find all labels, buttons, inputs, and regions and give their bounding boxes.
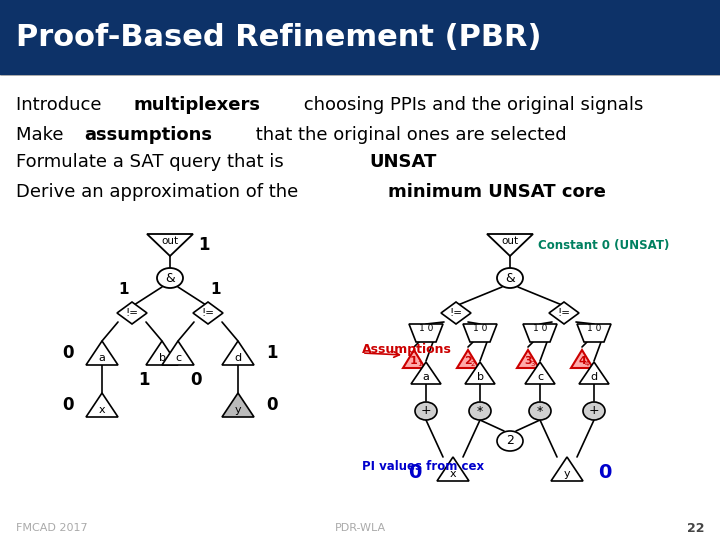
Text: y: y: [235, 405, 241, 415]
Text: x: x: [450, 469, 456, 479]
Text: a: a: [99, 353, 105, 363]
Text: minimum UNSAT core: minimum UNSAT core: [387, 183, 606, 201]
Polygon shape: [162, 341, 194, 365]
Text: b: b: [158, 353, 166, 363]
Polygon shape: [463, 324, 497, 342]
Polygon shape: [525, 362, 555, 384]
Text: Constant 0 (UNSAT): Constant 0 (UNSAT): [538, 239, 670, 252]
Text: 0: 0: [408, 463, 422, 483]
Text: *: *: [477, 404, 483, 417]
Text: Introduce: Introduce: [16, 96, 107, 114]
Text: FMCAD 2017: FMCAD 2017: [16, 523, 88, 533]
Text: !=: !=: [557, 308, 570, 318]
Text: +: +: [420, 404, 431, 417]
Text: d: d: [590, 373, 598, 382]
Text: 0: 0: [190, 371, 202, 389]
Text: Derive an approximation of the: Derive an approximation of the: [16, 183, 304, 201]
Text: 0: 0: [266, 396, 278, 414]
Text: 1: 1: [410, 356, 418, 366]
Text: multiplexers: multiplexers: [134, 96, 261, 114]
Polygon shape: [577, 324, 611, 342]
Text: Proof-Based Refinement (PBR): Proof-Based Refinement (PBR): [16, 24, 541, 52]
Text: choosing PPIs and the original signals: choosing PPIs and the original signals: [297, 96, 643, 114]
Text: 1: 1: [138, 371, 150, 389]
Text: Formulate a SAT query that is: Formulate a SAT query that is: [16, 153, 289, 171]
Text: PI values from cex: PI values from cex: [362, 461, 484, 474]
Polygon shape: [117, 302, 147, 324]
Text: 1: 1: [266, 344, 278, 362]
Text: *: *: [537, 404, 543, 417]
Text: d: d: [235, 353, 242, 363]
Text: UNSAT: UNSAT: [369, 153, 436, 171]
Polygon shape: [222, 393, 254, 417]
Polygon shape: [403, 350, 425, 368]
Ellipse shape: [529, 402, 551, 420]
Ellipse shape: [583, 402, 605, 420]
Text: out: out: [501, 237, 518, 246]
Text: c: c: [175, 353, 181, 363]
Text: 1: 1: [119, 282, 130, 298]
Text: 1: 1: [211, 282, 221, 298]
Ellipse shape: [497, 268, 523, 288]
Text: 2: 2: [471, 361, 475, 367]
Text: 4: 4: [578, 356, 586, 366]
Polygon shape: [487, 234, 533, 256]
Text: 0: 0: [62, 396, 73, 414]
Polygon shape: [549, 302, 579, 324]
Polygon shape: [411, 362, 441, 384]
Polygon shape: [551, 457, 583, 481]
Text: c: c: [537, 373, 543, 382]
Text: 1 0: 1 0: [533, 324, 547, 333]
Polygon shape: [571, 350, 593, 368]
Polygon shape: [222, 341, 254, 365]
Bar: [0, 0, 720, 75]
Polygon shape: [86, 341, 118, 365]
Ellipse shape: [415, 402, 437, 420]
Text: !=: !=: [202, 308, 215, 318]
Ellipse shape: [497, 431, 523, 451]
Text: Assumptions: Assumptions: [362, 342, 452, 355]
Text: that the original ones are selected: that the original ones are selected: [250, 126, 567, 144]
Text: 1: 1: [198, 236, 210, 254]
Polygon shape: [523, 324, 557, 342]
Text: 1 0: 1 0: [473, 324, 487, 333]
Text: out: out: [161, 237, 179, 246]
Text: 1: 1: [417, 361, 421, 367]
Text: 0: 0: [598, 463, 612, 483]
Polygon shape: [579, 362, 609, 384]
Text: 22: 22: [686, 522, 704, 535]
Text: 4: 4: [585, 361, 589, 367]
Text: !=: !=: [449, 308, 462, 318]
Polygon shape: [465, 362, 495, 384]
Text: !=: !=: [125, 308, 138, 318]
Text: y: y: [564, 469, 570, 479]
Text: &: &: [505, 272, 515, 285]
Text: a: a: [423, 373, 429, 382]
Text: 3: 3: [531, 361, 535, 367]
Text: 2: 2: [464, 356, 472, 366]
Text: assumptions: assumptions: [85, 126, 212, 144]
Text: 3: 3: [524, 356, 532, 366]
Text: PDR-WLA: PDR-WLA: [334, 523, 386, 533]
Polygon shape: [409, 324, 443, 342]
Polygon shape: [457, 350, 479, 368]
Text: +: +: [589, 404, 599, 417]
Polygon shape: [147, 234, 193, 256]
Polygon shape: [437, 457, 469, 481]
Polygon shape: [86, 393, 118, 417]
Text: Make: Make: [16, 126, 69, 144]
Text: 0: 0: [62, 344, 73, 362]
Polygon shape: [193, 302, 223, 324]
Text: 1 0: 1 0: [587, 324, 601, 333]
Ellipse shape: [157, 268, 183, 288]
Ellipse shape: [469, 402, 491, 420]
Text: 1 0: 1 0: [419, 324, 433, 333]
Text: b: b: [477, 373, 484, 382]
Text: &: &: [165, 272, 175, 285]
Polygon shape: [517, 350, 539, 368]
Text: 2: 2: [506, 435, 514, 448]
Polygon shape: [441, 302, 471, 324]
Text: x: x: [99, 405, 105, 415]
Polygon shape: [146, 341, 178, 365]
